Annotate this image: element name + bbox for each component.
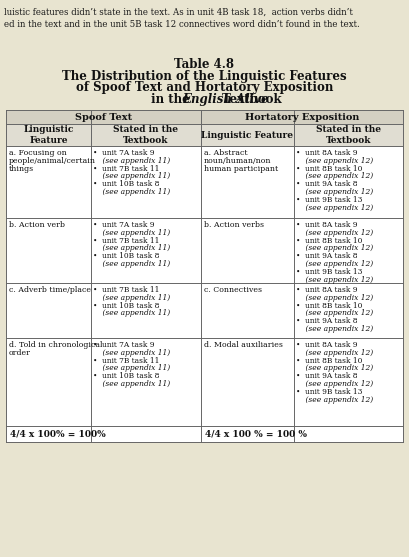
- Text: •  unit 7A task 9: • unit 7A task 9: [93, 149, 155, 157]
- Text: a. Abstract: a. Abstract: [204, 149, 247, 157]
- Text: luistic features didn’t state in the text. As in unit 4B task 18,  action verbs : luistic features didn’t state in the tex…: [4, 8, 353, 17]
- Text: •  unit 8A task 9: • unit 8A task 9: [296, 149, 357, 157]
- Text: Textbook: Textbook: [218, 93, 281, 106]
- Text: English Alive: English Alive: [182, 93, 269, 106]
- Bar: [6, 110, 200, 124]
- Text: (see appendix 12): (see appendix 12): [296, 276, 373, 284]
- Text: Stated in the
Textbook: Stated in the Textbook: [113, 125, 178, 145]
- Text: •  unit 8A task 9: • unit 8A task 9: [296, 341, 357, 349]
- Text: d. Told in chronological: d. Told in chronological: [9, 341, 103, 349]
- Text: •  unit 9A task 8: • unit 9A task 8: [296, 180, 357, 188]
- Text: (see appendix 11): (see appendix 11): [93, 245, 171, 252]
- Text: 4/4 x 100 % = 100 %: 4/4 x 100 % = 100 %: [204, 429, 306, 438]
- Text: human participant: human participant: [204, 165, 278, 173]
- Text: (see appendix 12): (see appendix 12): [296, 229, 373, 237]
- Text: •  unit 9B task 13: • unit 9B task 13: [296, 388, 362, 396]
- Text: Stated in the
Textbook: Stated in the Textbook: [316, 125, 381, 145]
- Text: (see appendix 12): (see appendix 12): [296, 294, 373, 302]
- Text: (see appendix 12): (see appendix 12): [296, 245, 373, 252]
- Text: •  unit 9A task 8: • unit 9A task 8: [296, 252, 357, 260]
- Text: b. Action verb: b. Action verb: [9, 221, 65, 229]
- Text: Linguistic Feature: Linguistic Feature: [201, 130, 293, 139]
- Text: (see appendix 12): (see appendix 12): [296, 349, 373, 357]
- Text: (see appendix 12): (see appendix 12): [296, 310, 373, 317]
- Text: (see appendix 12): (see appendix 12): [296, 325, 373, 333]
- Text: c. Adverb time/place: c. Adverb time/place: [9, 286, 91, 294]
- Text: •  unit 7A task 9: • unit 7A task 9: [93, 221, 155, 229]
- Bar: [6, 124, 200, 146]
- Text: •  unit 7A task 9: • unit 7A task 9: [93, 341, 155, 349]
- Text: noun/human/non: noun/human/non: [204, 157, 271, 165]
- Text: of Spoof Text and Hortatory Exposition: of Spoof Text and Hortatory Exposition: [76, 81, 333, 94]
- Text: in the: in the: [151, 93, 194, 106]
- Text: (see appendix 11): (see appendix 11): [93, 310, 171, 317]
- Text: Hortatory Exposition: Hortatory Exposition: [245, 113, 359, 121]
- Bar: [200, 110, 403, 124]
- Text: •  unit 8B task 10: • unit 8B task 10: [296, 165, 362, 173]
- Text: d. Modal auxiliaries: d. Modal auxiliaries: [204, 341, 282, 349]
- Bar: [6, 110, 403, 442]
- Text: •  unit 10B task 8: • unit 10B task 8: [93, 180, 160, 188]
- Text: (see appendix 11): (see appendix 11): [93, 157, 171, 165]
- Text: (see appendix 12): (see appendix 12): [296, 204, 373, 212]
- Text: (see appendix 12): (see appendix 12): [296, 173, 373, 180]
- Text: (see appendix 11): (see appendix 11): [93, 173, 171, 180]
- Text: c. Connectives: c. Connectives: [204, 286, 261, 294]
- Text: •  unit 7B task 11: • unit 7B task 11: [93, 165, 160, 173]
- Text: (see appendix 11): (see appendix 11): [93, 364, 171, 373]
- Text: •  unit 10B task 8: • unit 10B task 8: [93, 372, 160, 380]
- Text: The Distribution of the Linguistic Features: The Distribution of the Linguistic Featu…: [62, 70, 347, 83]
- Text: ed in the text and in the unit 5B task 12 connectives word didn’t found in the t: ed in the text and in the unit 5B task 1…: [4, 20, 360, 29]
- Text: (see appendix 11): (see appendix 11): [93, 188, 171, 196]
- Text: (see appendix 12): (see appendix 12): [296, 188, 373, 196]
- Text: •  unit 9A task 8: • unit 9A task 8: [296, 317, 357, 325]
- Text: •  unit 7B task 11: • unit 7B task 11: [93, 237, 160, 245]
- Text: •  unit 10B task 8: • unit 10B task 8: [93, 252, 160, 260]
- Text: (see appendix 12): (see appendix 12): [296, 157, 373, 165]
- Text: people/animal/certain: people/animal/certain: [9, 157, 96, 165]
- Text: (see appendix 12): (see appendix 12): [296, 396, 373, 404]
- Text: things: things: [9, 165, 34, 173]
- Text: a. Focusing on: a. Focusing on: [9, 149, 67, 157]
- Text: Linguistic
Feature: Linguistic Feature: [23, 125, 74, 145]
- Text: (see appendix 12): (see appendix 12): [296, 364, 373, 373]
- Text: (see appendix 11): (see appendix 11): [93, 380, 171, 388]
- Text: •  unit 10B task 8: • unit 10B task 8: [93, 302, 160, 310]
- Text: 4/4 x 100% = 100%: 4/4 x 100% = 100%: [10, 429, 106, 438]
- Text: (see appendix 12): (see appendix 12): [296, 260, 373, 268]
- Text: •  unit 8B task 10: • unit 8B task 10: [296, 356, 362, 365]
- Text: (see appendix 11): (see appendix 11): [93, 294, 171, 302]
- Text: •  unit 7B task 11: • unit 7B task 11: [93, 356, 160, 365]
- Text: (see appendix 11): (see appendix 11): [93, 260, 171, 268]
- Text: Spoof Text: Spoof Text: [75, 113, 132, 121]
- Text: •  unit 9A task 8: • unit 9A task 8: [296, 372, 357, 380]
- Text: •  unit 8A task 9: • unit 8A task 9: [296, 221, 357, 229]
- Text: •  unit 9B task 13: • unit 9B task 13: [296, 196, 362, 204]
- Text: •  unit 9B task 13: • unit 9B task 13: [296, 268, 362, 276]
- Text: •  unit 7B task 11: • unit 7B task 11: [93, 286, 160, 294]
- Text: •  unit 8B task 10: • unit 8B task 10: [296, 302, 362, 310]
- Text: (see appendix 12): (see appendix 12): [296, 380, 373, 388]
- Text: order: order: [9, 349, 31, 357]
- Text: (see appendix 11): (see appendix 11): [93, 229, 171, 237]
- Text: b. Action verbs: b. Action verbs: [204, 221, 263, 229]
- Text: (see appendix 11): (see appendix 11): [93, 349, 171, 357]
- Text: •  unit 8B task 10: • unit 8B task 10: [296, 237, 362, 245]
- Text: Table 4.8: Table 4.8: [175, 58, 234, 71]
- Bar: [200, 124, 403, 146]
- Text: •  unit 8A task 9: • unit 8A task 9: [296, 286, 357, 294]
